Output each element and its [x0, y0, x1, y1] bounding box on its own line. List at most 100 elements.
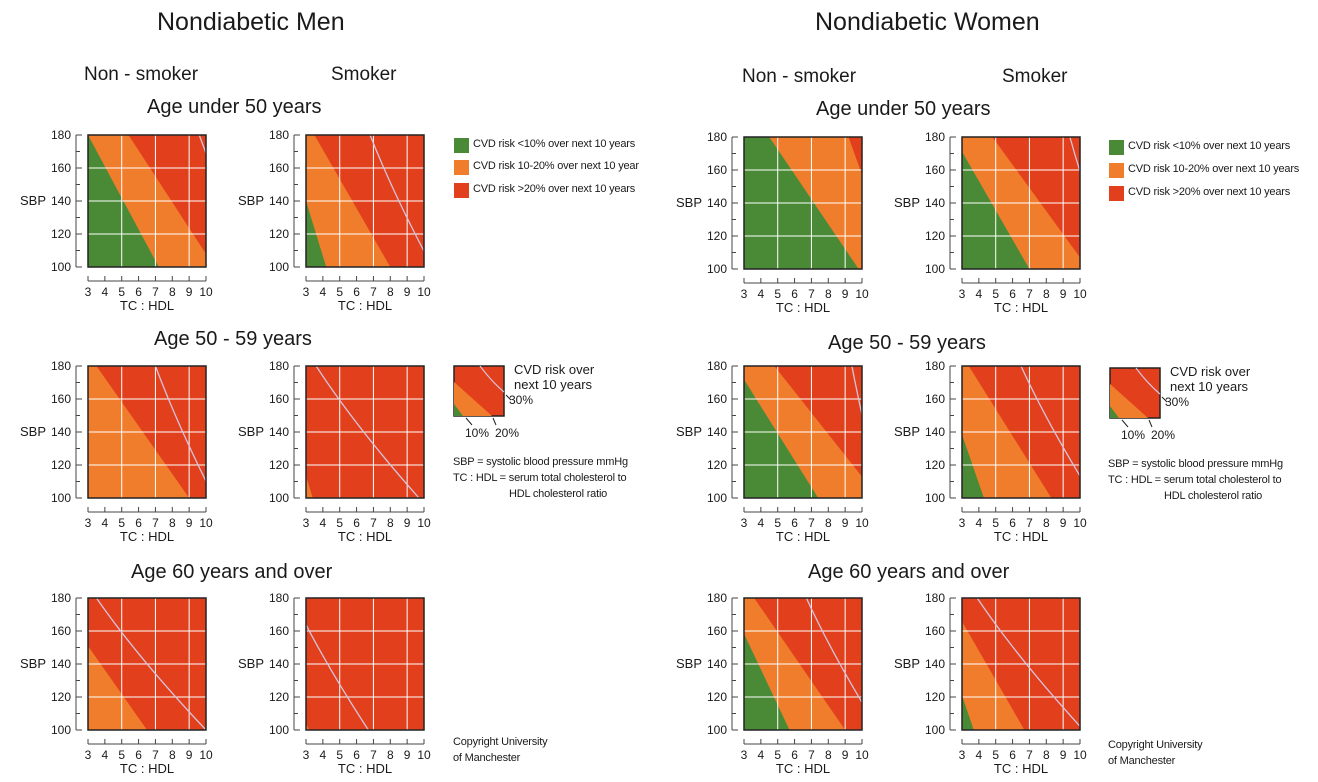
risk-key-contour: [479, 365, 505, 393]
x-tick-label: 3: [959, 748, 966, 762]
y-tick-label: 120: [707, 690, 727, 704]
legend-swatch-green: [1109, 140, 1124, 155]
y-axis-label: SBP: [894, 195, 920, 210]
x-tick-label: 6: [135, 748, 142, 762]
y-tick-label: 120: [51, 227, 71, 241]
y-tick-label: 180: [269, 128, 289, 142]
x-tick-label: 4: [758, 748, 765, 762]
risk-key-pointer-10: [465, 417, 473, 426]
y-tick-label: 100: [51, 260, 71, 274]
x-tick-label: 9: [186, 748, 193, 762]
plot-border: [743, 365, 863, 499]
x-tick-label: 9: [404, 285, 411, 299]
x-axis-label: TC : HDL: [338, 761, 392, 776]
y-tick-label: 100: [925, 262, 945, 276]
x-axis-label: TC : HDL: [338, 529, 392, 544]
risk-key-label-20: 20%: [495, 426, 519, 440]
plot-area: [744, 598, 862, 730]
x-tick-label: 3: [959, 287, 966, 301]
legend-label-red: CVD risk >20% over next 10 years: [473, 183, 636, 195]
y-tick-label: 140: [51, 657, 71, 671]
plot-border: [87, 597, 207, 731]
x-tick-label: 9: [1060, 287, 1067, 301]
y-tick-label: 160: [925, 624, 945, 638]
y-tick-label: 140: [707, 196, 727, 210]
x-tick-label: 9: [842, 516, 849, 530]
x-tick-label: 8: [1043, 516, 1050, 530]
x-axis-label: TC : HDL: [994, 529, 1048, 544]
legend-swatch-orange: [1109, 163, 1124, 178]
x-tick-label: 6: [1009, 516, 1016, 530]
y-tick-label: 120: [707, 458, 727, 472]
plot-area: [306, 366, 424, 498]
region-orange: [306, 476, 313, 498]
x-tick-label: 10: [199, 285, 213, 299]
legend-swatch-red: [1109, 186, 1124, 201]
chart-women-60-ns: 100 120 140 160 180 SBP 3 4 5 6 7 8 9 10 TC : HDL: [676, 591, 869, 776]
y-tick-label: 100: [269, 723, 289, 737]
region-green: [744, 379, 819, 498]
region-orange: [88, 646, 147, 730]
plot-area: [962, 598, 1080, 730]
risk-key-women: CVD risk over next 10 years 30% 10% 20%: [1109, 364, 1251, 442]
y-axis-label: SBP: [676, 424, 702, 439]
risk-key-label-30: 30%: [509, 393, 533, 407]
contour-30: [1069, 137, 1080, 174]
y-tick-label: 120: [269, 458, 289, 472]
x-axis-label: TC : HDL: [994, 761, 1048, 776]
x-tick-label: 5: [992, 287, 999, 301]
chart-women-60-s: 100 120 140 160 180 SBP 3 4 5 6 7 8 9 10 TC : HDL: [894, 591, 1087, 776]
y-tick-label: 140: [269, 194, 289, 208]
age-title-women-under50: Age under 50 years: [816, 98, 991, 120]
y-tick-label: 100: [925, 491, 945, 505]
legend-swatch-red: [454, 183, 469, 198]
y-tick-label: 160: [269, 161, 289, 175]
x-tick-label: 10: [1073, 748, 1087, 762]
x-tick-label: 6: [791, 287, 798, 301]
x-tick-label: 7: [152, 516, 159, 530]
x-tick-label: 7: [152, 285, 159, 299]
col-title-men-smoker: Smoker: [331, 64, 397, 85]
x-tick-label: 9: [1060, 748, 1067, 762]
risk-key-pointer-20: [492, 417, 497, 426]
y-tick-label: 180: [925, 130, 945, 144]
x-tick-label: 3: [741, 287, 748, 301]
plot-area: [962, 366, 1080, 498]
y-tick-label: 160: [51, 624, 71, 638]
x-tick-label: 7: [1026, 748, 1033, 762]
chart-women-u50-s: 100 120 140 160 180 SBP 3 4 5 6 7 8 9 10 TC : HDL: [894, 130, 1087, 315]
x-tick-label: 8: [387, 516, 394, 530]
x-tick-label: 4: [320, 748, 327, 762]
legend-swatch-green: [454, 138, 469, 153]
x-tick-label: 7: [370, 516, 377, 530]
y-axis-label: SBP: [20, 193, 46, 208]
x-tick-label: 4: [102, 285, 109, 299]
y-tick-label: 180: [269, 591, 289, 605]
x-tick-label: 5: [336, 748, 343, 762]
plot-border: [305, 365, 425, 499]
col-title-women-non-smoker: Non - smoker: [742, 66, 857, 87]
y-tick-label: 140: [269, 425, 289, 439]
plot-border: [961, 136, 1081, 270]
y-tick-label: 160: [51, 392, 71, 406]
y-tick-label: 180: [707, 359, 727, 373]
x-tick-label: 4: [976, 748, 983, 762]
note-tc-1: TC : HDL = serum total cholesterol to: [1108, 474, 1282, 486]
legend-label-red: CVD risk >20% over next 10 years: [1128, 186, 1291, 198]
risk-key-title-2: next 10 years: [514, 377, 593, 392]
x-tick-label: 5: [992, 516, 999, 530]
x-tick-label: 8: [169, 516, 176, 530]
x-tick-label: 10: [1073, 516, 1087, 530]
y-tick-label: 100: [707, 491, 727, 505]
x-tick-label: 5: [336, 285, 343, 299]
risk-key-title-2: next 10 years: [1170, 379, 1249, 394]
x-tick-label: 6: [135, 285, 142, 299]
x-tick-label: 3: [303, 285, 310, 299]
y-tick-label: 140: [707, 657, 727, 671]
risk-key-label-10: 10%: [465, 426, 489, 440]
y-tick-label: 120: [51, 690, 71, 704]
copyright-line-1: Copyright University: [453, 736, 548, 748]
y-tick-label: 140: [707, 425, 727, 439]
y-axis-label: SBP: [894, 656, 920, 671]
y-tick-label: 160: [269, 624, 289, 638]
